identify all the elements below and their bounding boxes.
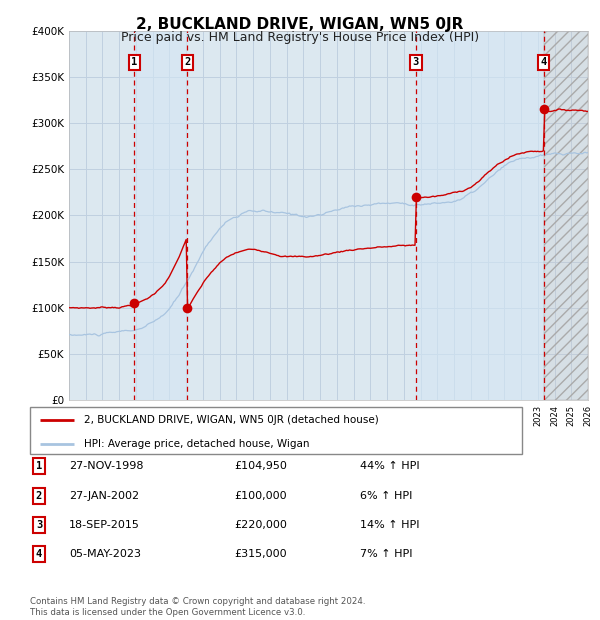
Text: 14% ↑ HPI: 14% ↑ HPI <box>360 520 419 530</box>
Text: 18-SEP-2015: 18-SEP-2015 <box>69 520 140 530</box>
Text: 2: 2 <box>184 58 190 68</box>
Text: 1: 1 <box>131 58 137 68</box>
Bar <box>544 31 588 400</box>
Text: 4: 4 <box>541 58 547 68</box>
Text: 44% ↑ HPI: 44% ↑ HPI <box>360 461 419 471</box>
Text: 6% ↑ HPI: 6% ↑ HPI <box>360 491 412 501</box>
Text: Contains HM Land Registry data © Crown copyright and database right 2024.
This d: Contains HM Land Registry data © Crown c… <box>30 598 365 617</box>
Text: 4: 4 <box>36 549 42 559</box>
Text: 05-MAY-2023: 05-MAY-2023 <box>69 549 141 559</box>
Bar <box>416 31 544 400</box>
Text: 2, BUCKLAND DRIVE, WIGAN, WN5 0JR (detached house): 2, BUCKLAND DRIVE, WIGAN, WN5 0JR (detac… <box>84 415 379 425</box>
Text: HPI: Average price, detached house, Wigan: HPI: Average price, detached house, Wiga… <box>84 438 310 449</box>
Text: 3: 3 <box>413 58 419 68</box>
Text: 2, BUCKLAND DRIVE, WIGAN, WN5 0JR: 2, BUCKLAND DRIVE, WIGAN, WN5 0JR <box>136 17 464 32</box>
Bar <box>544 31 588 400</box>
FancyBboxPatch shape <box>30 407 522 454</box>
Text: Price paid vs. HM Land Registry's House Price Index (HPI): Price paid vs. HM Land Registry's House … <box>121 31 479 44</box>
Text: 27-NOV-1998: 27-NOV-1998 <box>69 461 143 471</box>
Text: £104,950: £104,950 <box>234 461 287 471</box>
Text: 2: 2 <box>36 491 42 501</box>
Text: £315,000: £315,000 <box>234 549 287 559</box>
Text: 7% ↑ HPI: 7% ↑ HPI <box>360 549 413 559</box>
Text: £220,000: £220,000 <box>234 520 287 530</box>
Text: 1: 1 <box>36 461 42 471</box>
Bar <box>134 31 187 400</box>
Text: £100,000: £100,000 <box>234 491 287 501</box>
Text: 3: 3 <box>36 520 42 530</box>
Text: 27-JAN-2002: 27-JAN-2002 <box>69 491 139 501</box>
